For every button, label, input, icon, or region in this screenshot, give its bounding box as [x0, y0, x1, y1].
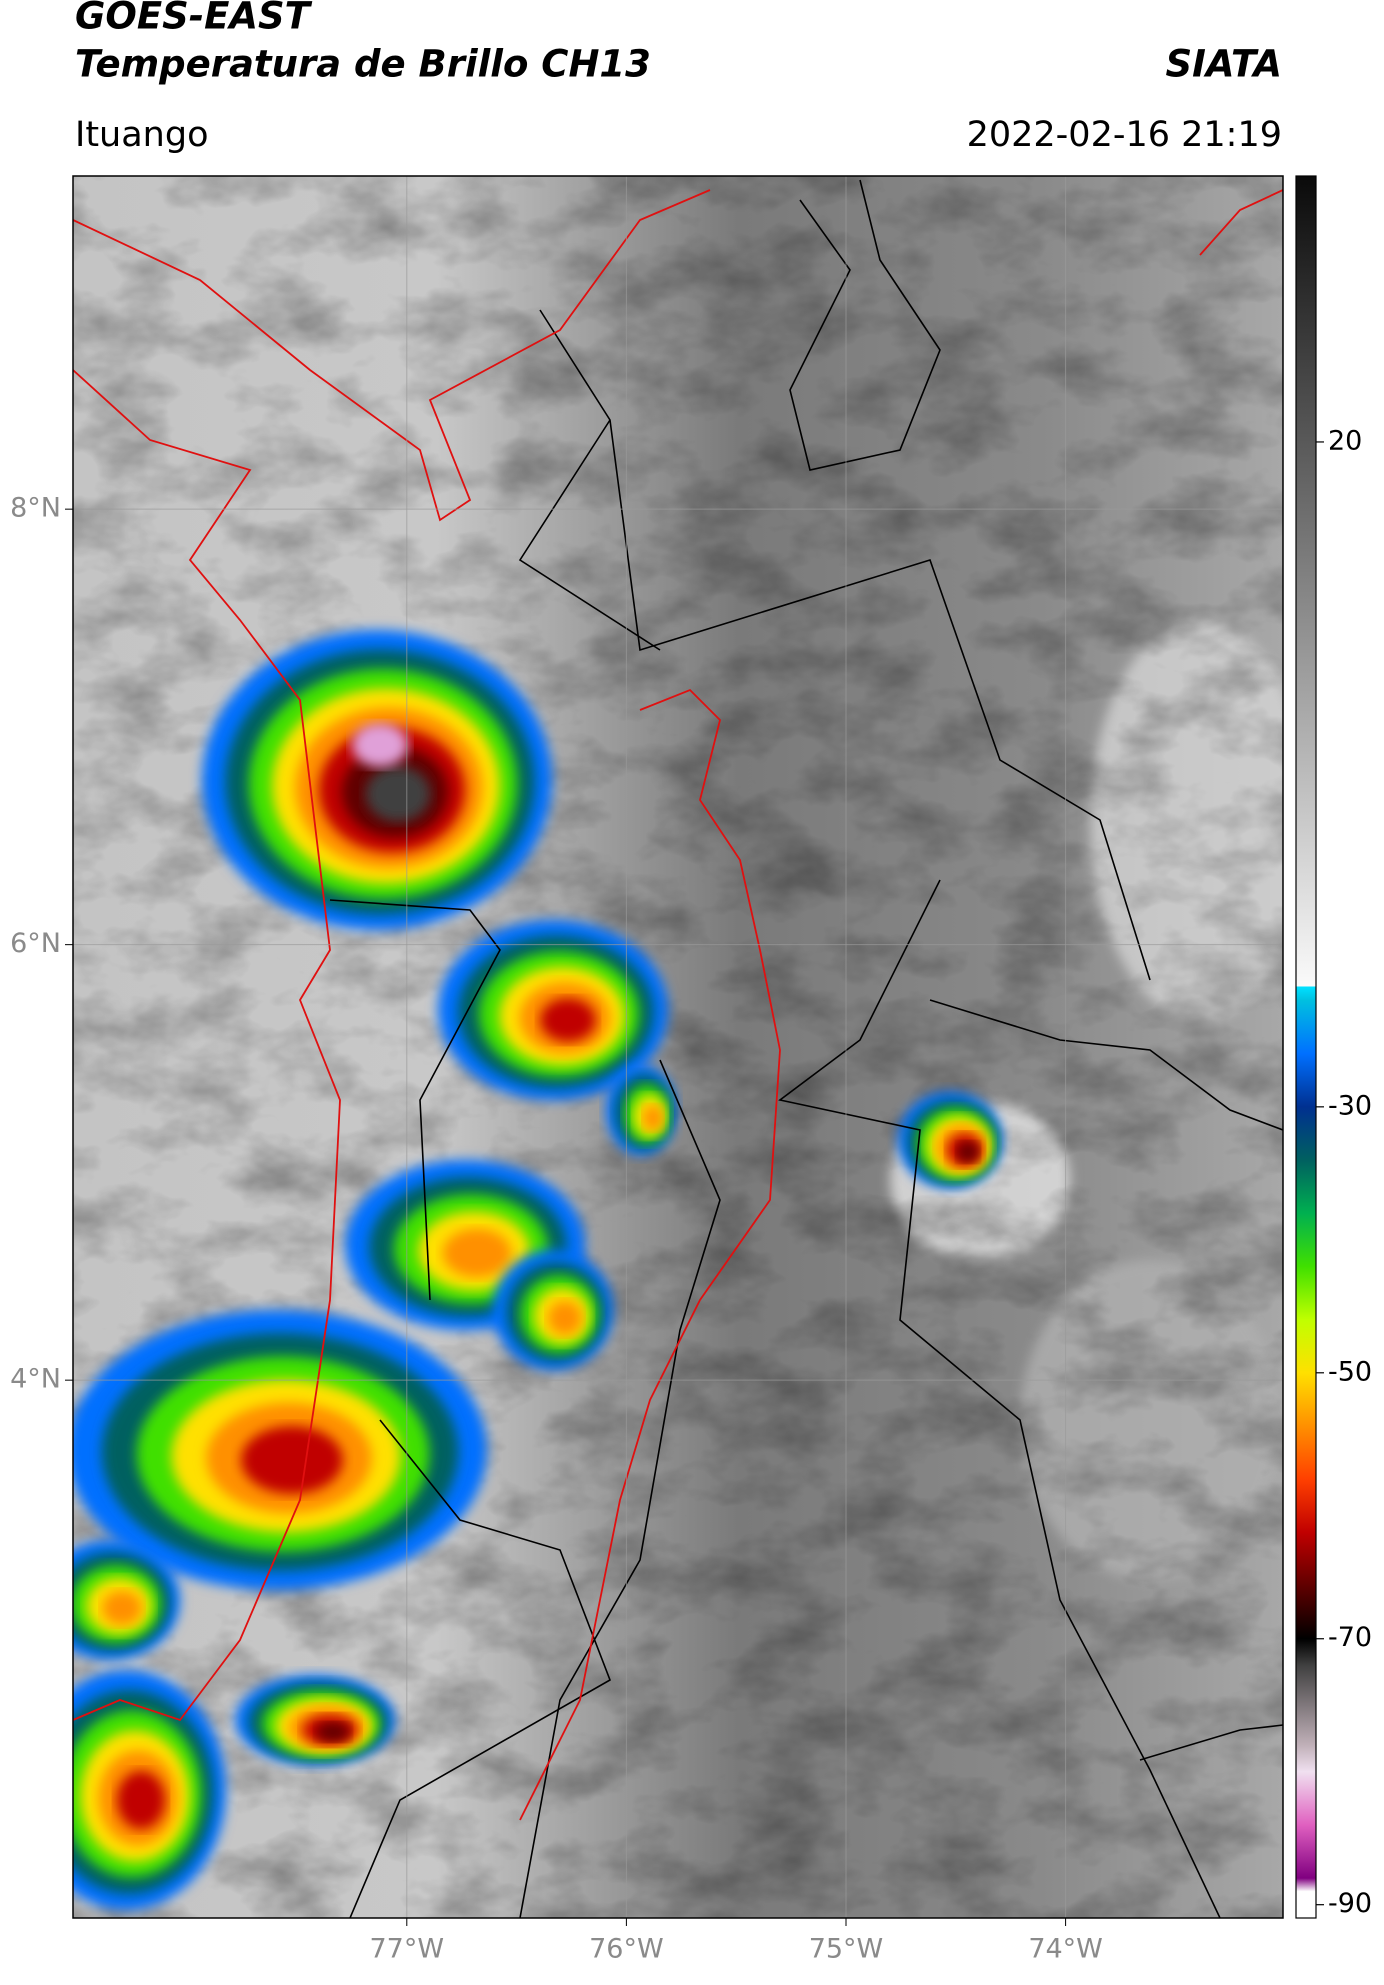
storm-band — [643, 1105, 663, 1131]
coastline — [73, 369, 341, 1722]
texture — [73, 176, 1283, 1918]
y-tick-label: 4°N — [10, 1364, 61, 1395]
storm-band — [547, 1300, 583, 1336]
x-tick-label: 77°W — [370, 1934, 445, 1965]
subtitle: Temperatura de Brillo CH13 — [75, 43, 651, 86]
border — [929, 999, 1283, 1131]
border — [1139, 1724, 1283, 1761]
border — [518, 419, 661, 651]
colorbar-tick-label: -70 — [1328, 1622, 1372, 1653]
admin-borders — [329, 179, 1283, 1918]
map-image — [73, 176, 1283, 1918]
country-borders — [73, 189, 1283, 1821]
storm-band — [316, 1722, 350, 1742]
colorbar-tick-label: 20 — [1328, 425, 1362, 456]
colorbar-tick-label: -50 — [1328, 1356, 1372, 1387]
border — [789, 179, 941, 471]
storm-band — [241, 1426, 343, 1494]
border — [329, 899, 501, 1301]
border — [778, 879, 1221, 1918]
storm-band — [365, 766, 431, 822]
storm-band — [540, 998, 596, 1042]
storm-band — [116, 1770, 166, 1830]
x-tick-label: 76°W — [589, 1934, 664, 1965]
border — [1199, 189, 1283, 256]
coastline — [73, 189, 711, 522]
y-tick-label: 6°N — [10, 928, 61, 959]
x-tick-label: 74°W — [1028, 1934, 1103, 1965]
colorbar: 20 -30 -50 -70 -90 — [1295, 175, 1372, 1919]
colorbar-ramp — [1295, 175, 1317, 1919]
x-tick-label: 75°W — [809, 1934, 884, 1965]
timestamp: 2022-02-16 21:19 — [967, 115, 1282, 155]
source: SIATA — [1165, 43, 1282, 86]
location: Ituango — [75, 115, 209, 155]
storm-band — [442, 1228, 512, 1278]
title: GOES-EAST — [75, 0, 313, 38]
storm-core — [352, 723, 408, 767]
storm-band — [957, 1141, 979, 1163]
axes: 77°W 76°W 75°W 74°W 8°N 6°N 4°N — [10, 176, 1283, 1965]
border — [519, 1059, 721, 1918]
colorbar-tick-label: -30 — [1328, 1090, 1372, 1121]
colorbar-tick-label: -90 — [1328, 1888, 1372, 1919]
storm-band — [102, 1590, 142, 1626]
border — [349, 1419, 611, 1918]
border — [519, 688, 781, 1821]
map-frame — [72, 175, 1284, 1919]
y-tick-label: 8°N — [10, 493, 61, 524]
